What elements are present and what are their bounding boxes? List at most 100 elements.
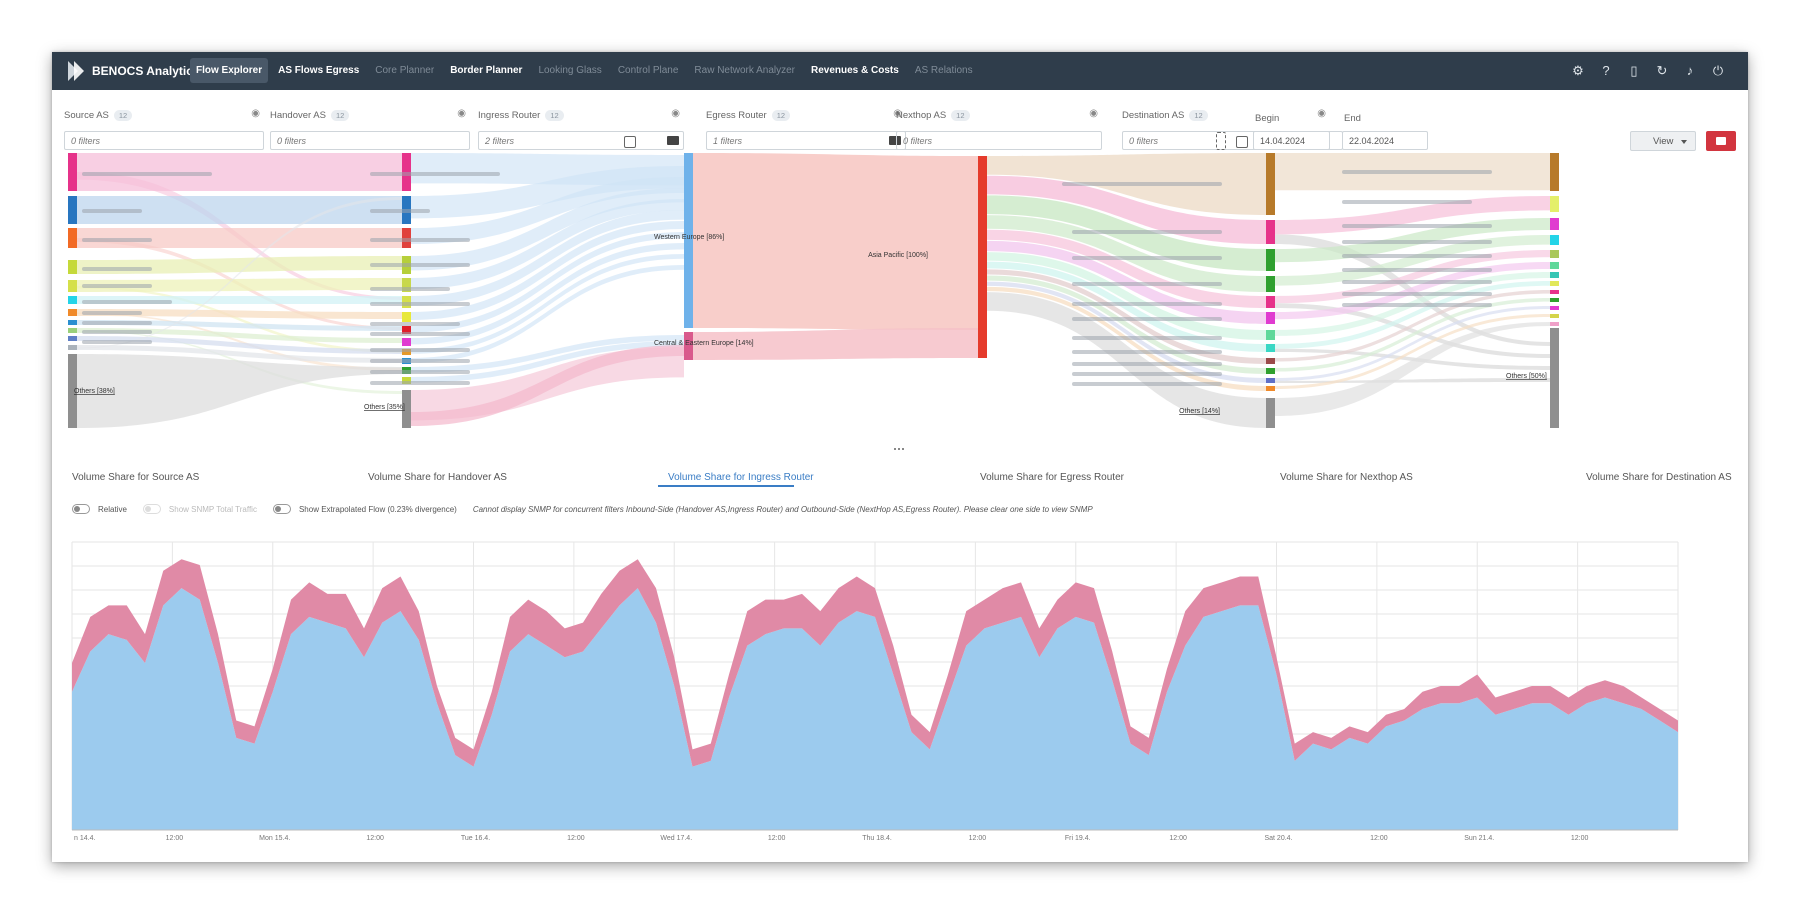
sankey-node[interactable]: [402, 312, 411, 322]
sankey-node[interactable]: [402, 338, 411, 346]
relative-toggle[interactable]: [72, 504, 90, 514]
tab-volume-share-0[interactable]: Volume Share for Source AS: [72, 472, 200, 483]
filter-input[interactable]: 1 filters: [706, 131, 906, 150]
sankey-node[interactable]: [68, 153, 77, 191]
sankey-label-asia-pacific[interactable]: Asia Pacific [100%]: [868, 252, 928, 259]
filter-input[interactable]: 0 filters: [1122, 131, 1330, 150]
sankey-label-others-destination[interactable]: Others [50%]: [1506, 373, 1547, 380]
sankey-node[interactable]: [1266, 368, 1275, 374]
eye-icon[interactable]: ◉: [457, 108, 466, 119]
sankey-node[interactable]: [1550, 218, 1559, 230]
tab-volume-share-3[interactable]: Volume Share for Egress Router: [980, 472, 1124, 483]
sankey-node[interactable]: [1550, 322, 1559, 326]
sankey-node[interactable]: [1266, 398, 1275, 428]
book-icon[interactable]: ▯: [1630, 63, 1638, 78]
sankey-node[interactable]: [68, 328, 77, 333]
sankey-node[interactable]: [1266, 344, 1275, 352]
sankey-node[interactable]: [1266, 358, 1275, 364]
sankey-node[interactable]: [1266, 220, 1275, 244]
help-icon[interactable]: ?: [1602, 63, 1610, 78]
sankey-node[interactable]: [68, 260, 77, 274]
sankey-node[interactable]: [1550, 196, 1559, 212]
sankey-node[interactable]: [1266, 378, 1275, 383]
filter-input[interactable]: 0 filters: [270, 131, 470, 150]
sankey-node[interactable]: [68, 345, 77, 350]
sankey-node[interactable]: [1550, 298, 1559, 302]
tab-volume-share-2[interactable]: Volume Share for Ingress Router: [668, 472, 814, 483]
nav-item-raw-network-analyzer[interactable]: Raw Network Analyzer: [694, 65, 795, 76]
sankey-node[interactable]: [684, 332, 693, 360]
sankey-node[interactable]: [684, 153, 693, 328]
clear-filter-icon[interactable]: [889, 136, 901, 145]
sankey-node[interactable]: [402, 278, 411, 292]
sankey-node[interactable]: [1550, 314, 1559, 318]
nav-item-revenues-costs[interactable]: Revenues & Costs: [811, 65, 899, 76]
sankey-label-central-eastern-europe[interactable]: Central & Eastern Europe [14%]: [654, 340, 754, 347]
sankey-node[interactable]: [1550, 262, 1559, 269]
eye-icon[interactable]: ◉: [1317, 108, 1326, 119]
nav-item-control-plane[interactable]: Control Plane: [617, 65, 679, 76]
sankey-node[interactable]: [1550, 250, 1559, 258]
sankey-label-others-handover[interactable]: Others [35%]: [364, 404, 405, 411]
sankey-node[interactable]: [68, 196, 77, 224]
eye-icon[interactable]: ◉: [671, 108, 680, 119]
sankey-label-western-europe[interactable]: Western Europe [86%]: [654, 234, 724, 241]
power-icon[interactable]: ⏻: [1712, 63, 1724, 78]
clear-filter-icon[interactable]: [667, 136, 679, 145]
sankey-node[interactable]: [68, 320, 77, 325]
settings-icon[interactable]: ⚙: [1572, 63, 1584, 78]
swap-icon[interactable]: [624, 136, 636, 148]
sankey-node[interactable]: [1550, 290, 1559, 294]
filter-input[interactable]: 2 filters: [478, 131, 684, 150]
sankey-node[interactable]: [1266, 312, 1275, 324]
sankey-node[interactable]: [1550, 306, 1559, 310]
sankey-node[interactable]: [1550, 328, 1559, 428]
nav-item-border-planner[interactable]: Border Planner: [450, 65, 523, 76]
sankey-node[interactable]: [1550, 153, 1559, 191]
sankey-node[interactable]: [1550, 281, 1559, 286]
sankey-label-others-source[interactable]: Others [38%]: [74, 388, 115, 395]
sort-icon[interactable]: [1216, 132, 1226, 150]
filter-input[interactable]: 0 filters: [896, 131, 1102, 150]
brand[interactable]: BENOCS Analytics: [66, 59, 200, 83]
sankey-node[interactable]: [1266, 153, 1275, 215]
sankey-node[interactable]: [1266, 330, 1275, 340]
clear-filters-button[interactable]: [1706, 131, 1736, 151]
tab-volume-share-4[interactable]: Volume Share for Nexthop AS: [1280, 472, 1413, 483]
bell-icon[interactable]: ♪: [1686, 63, 1694, 78]
sankey-node[interactable]: [68, 228, 77, 248]
nav-item-flow-explorer[interactable]: Flow Explorer: [190, 58, 269, 83]
resize-grip-icon[interactable]: [893, 437, 907, 450]
tab-volume-share-1[interactable]: Volume Share for Handover AS: [368, 472, 507, 483]
nav-item-as-flows-egress[interactable]: AS Flows Egress: [278, 65, 360, 76]
sankey-node[interactable]: [402, 377, 411, 384]
sankey-node[interactable]: [68, 336, 77, 341]
sankey-node[interactable]: [68, 354, 77, 428]
snmp-toggle[interactable]: [142, 504, 161, 514]
sankey-label-others-nexthop[interactable]: Others [14%]: [1179, 408, 1220, 415]
tab-volume-share-5[interactable]: Volume Share for Destination AS: [1586, 472, 1732, 483]
sankey-node[interactable]: [1550, 272, 1559, 278]
nav-item-looking-glass[interactable]: Looking Glass: [538, 65, 602, 76]
nav-item-as-relations[interactable]: AS Relations: [914, 65, 973, 76]
end-date-input[interactable]: 22.04.2024: [1342, 131, 1428, 150]
sankey-node[interactable]: [68, 309, 77, 316]
sankey-node[interactable]: [402, 390, 411, 428]
eye-icon[interactable]: ◉: [1089, 108, 1098, 119]
extrapolated-toggle[interactable]: [272, 504, 291, 514]
view-dropdown[interactable]: View: [1630, 131, 1696, 151]
sankey-node[interactable]: [1266, 296, 1275, 308]
sankey-node[interactable]: [1266, 276, 1275, 292]
sankey-node[interactable]: [68, 296, 77, 304]
eye-icon[interactable]: ◉: [893, 108, 902, 119]
history-icon[interactable]: ↻: [1656, 63, 1668, 78]
begin-date-input[interactable]: 14.04.2024: [1253, 131, 1343, 150]
sankey-node[interactable]: [978, 156, 987, 358]
sankey-node[interactable]: [402, 326, 411, 334]
sankey-node[interactable]: [1550, 235, 1559, 245]
sankey-node[interactable]: [1266, 386, 1275, 391]
sankey-node[interactable]: [68, 280, 77, 292]
sankey-node[interactable]: [1266, 249, 1275, 271]
nav-item-core-planner[interactable]: Core Planner: [375, 65, 435, 76]
filter-input[interactable]: 0 filters: [64, 131, 264, 150]
